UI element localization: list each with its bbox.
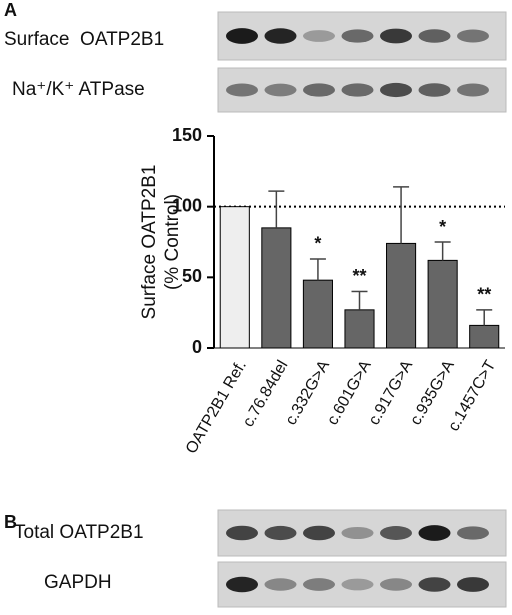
blot-band [380, 82, 412, 98]
blot-band [226, 576, 258, 593]
blot-band [226, 525, 258, 541]
chart: Surface OATP2B1 (% Control) 0 50 100 150 OAT… [139, 125, 505, 457]
blot-band [303, 83, 335, 97]
blot-band [264, 83, 297, 97]
blot-band [303, 30, 335, 42]
blot-band [418, 577, 451, 592]
x-tick-label: OATP2B1 Ref. [183, 358, 250, 457]
bar [386, 242, 417, 349]
blot-band [418, 29, 451, 43]
blot-band [264, 525, 297, 541]
blot-band [457, 29, 489, 43]
blot-band [457, 83, 489, 97]
blot-band [303, 578, 335, 591]
blot-label: Na⁺/K⁺ ATPase [12, 79, 145, 100]
blot-band [418, 525, 451, 541]
blot-band [303, 525, 335, 541]
bar [219, 206, 250, 349]
y-axis-label: Surface OATP2B1 [139, 165, 160, 320]
panel-label: B [4, 512, 17, 532]
bar [344, 309, 375, 349]
bar [427, 259, 458, 349]
significance: ** [352, 266, 366, 286]
blot-band [457, 577, 489, 592]
blot-band [264, 28, 297, 44]
y-tick-label: 100 [172, 195, 202, 215]
y-tick-label: 50 [182, 266, 202, 286]
blot-label: Total OATP2B1 [14, 522, 144, 543]
blot-band [264, 578, 297, 591]
blot-band [341, 578, 374, 591]
y-axis-label: (% Control) [162, 194, 183, 290]
blot-band [380, 526, 412, 540]
blot-band [341, 29, 374, 43]
y-tick-label: 0 [192, 337, 202, 357]
significance: * [314, 234, 321, 254]
blot-band [418, 83, 451, 97]
y-tick-label: 150 [172, 125, 202, 145]
significance: * [439, 217, 446, 237]
significance: ** [477, 285, 491, 305]
bar [302, 279, 333, 349]
bar [261, 227, 292, 349]
blot-images [217, 11, 507, 608]
blot-band [380, 578, 412, 591]
blot-band [226, 28, 258, 44]
blot-band [341, 83, 374, 97]
blot-band [457, 526, 489, 540]
blot-band [341, 526, 374, 540]
blot-label: Surface OATP2B1 [4, 29, 164, 50]
blot-band [226, 83, 258, 97]
blot-label: GAPDH [44, 572, 112, 593]
panel-label: A [4, 0, 17, 20]
bar [469, 324, 500, 349]
blot-band [380, 28, 412, 44]
